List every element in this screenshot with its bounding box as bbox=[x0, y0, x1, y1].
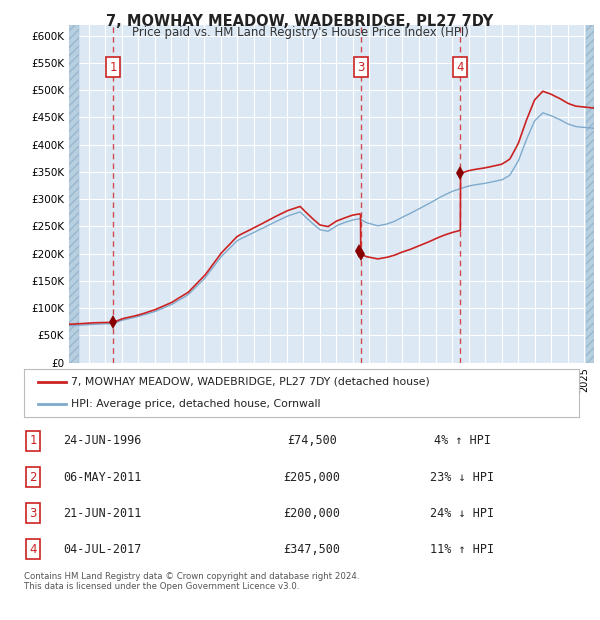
Text: £347,500: £347,500 bbox=[284, 542, 341, 556]
Text: 23% ↓ HPI: 23% ↓ HPI bbox=[430, 471, 494, 484]
Text: 4: 4 bbox=[29, 542, 37, 556]
Text: Price paid vs. HM Land Registry's House Price Index (HPI): Price paid vs. HM Land Registry's House … bbox=[131, 26, 469, 39]
Text: 2: 2 bbox=[29, 471, 37, 484]
Text: 11% ↑ HPI: 11% ↑ HPI bbox=[430, 542, 494, 556]
Text: £74,500: £74,500 bbox=[287, 435, 337, 448]
Text: 1: 1 bbox=[29, 435, 37, 448]
Text: 04-JUL-2017: 04-JUL-2017 bbox=[63, 542, 141, 556]
Text: 4: 4 bbox=[457, 61, 464, 74]
Text: 1: 1 bbox=[109, 61, 117, 74]
Text: 7, MOWHAY MEADOW, WADEBRIDGE, PL27 7DY: 7, MOWHAY MEADOW, WADEBRIDGE, PL27 7DY bbox=[106, 14, 494, 29]
Text: 21-JUN-2011: 21-JUN-2011 bbox=[63, 507, 141, 520]
Text: HPI: Average price, detached house, Cornwall: HPI: Average price, detached house, Corn… bbox=[71, 399, 320, 409]
Text: 3: 3 bbox=[357, 61, 364, 74]
Text: 4% ↑ HPI: 4% ↑ HPI bbox=[433, 435, 491, 448]
Text: £200,000: £200,000 bbox=[284, 507, 341, 520]
Text: 7, MOWHAY MEADOW, WADEBRIDGE, PL27 7DY (detached house): 7, MOWHAY MEADOW, WADEBRIDGE, PL27 7DY (… bbox=[71, 377, 430, 387]
Text: £205,000: £205,000 bbox=[284, 471, 341, 484]
Text: 06-MAY-2011: 06-MAY-2011 bbox=[63, 471, 141, 484]
Text: Contains HM Land Registry data © Crown copyright and database right 2024.
This d: Contains HM Land Registry data © Crown c… bbox=[24, 572, 359, 591]
Text: 3: 3 bbox=[29, 507, 37, 520]
Text: 24-JUN-1996: 24-JUN-1996 bbox=[63, 435, 141, 448]
Text: 24% ↓ HPI: 24% ↓ HPI bbox=[430, 507, 494, 520]
